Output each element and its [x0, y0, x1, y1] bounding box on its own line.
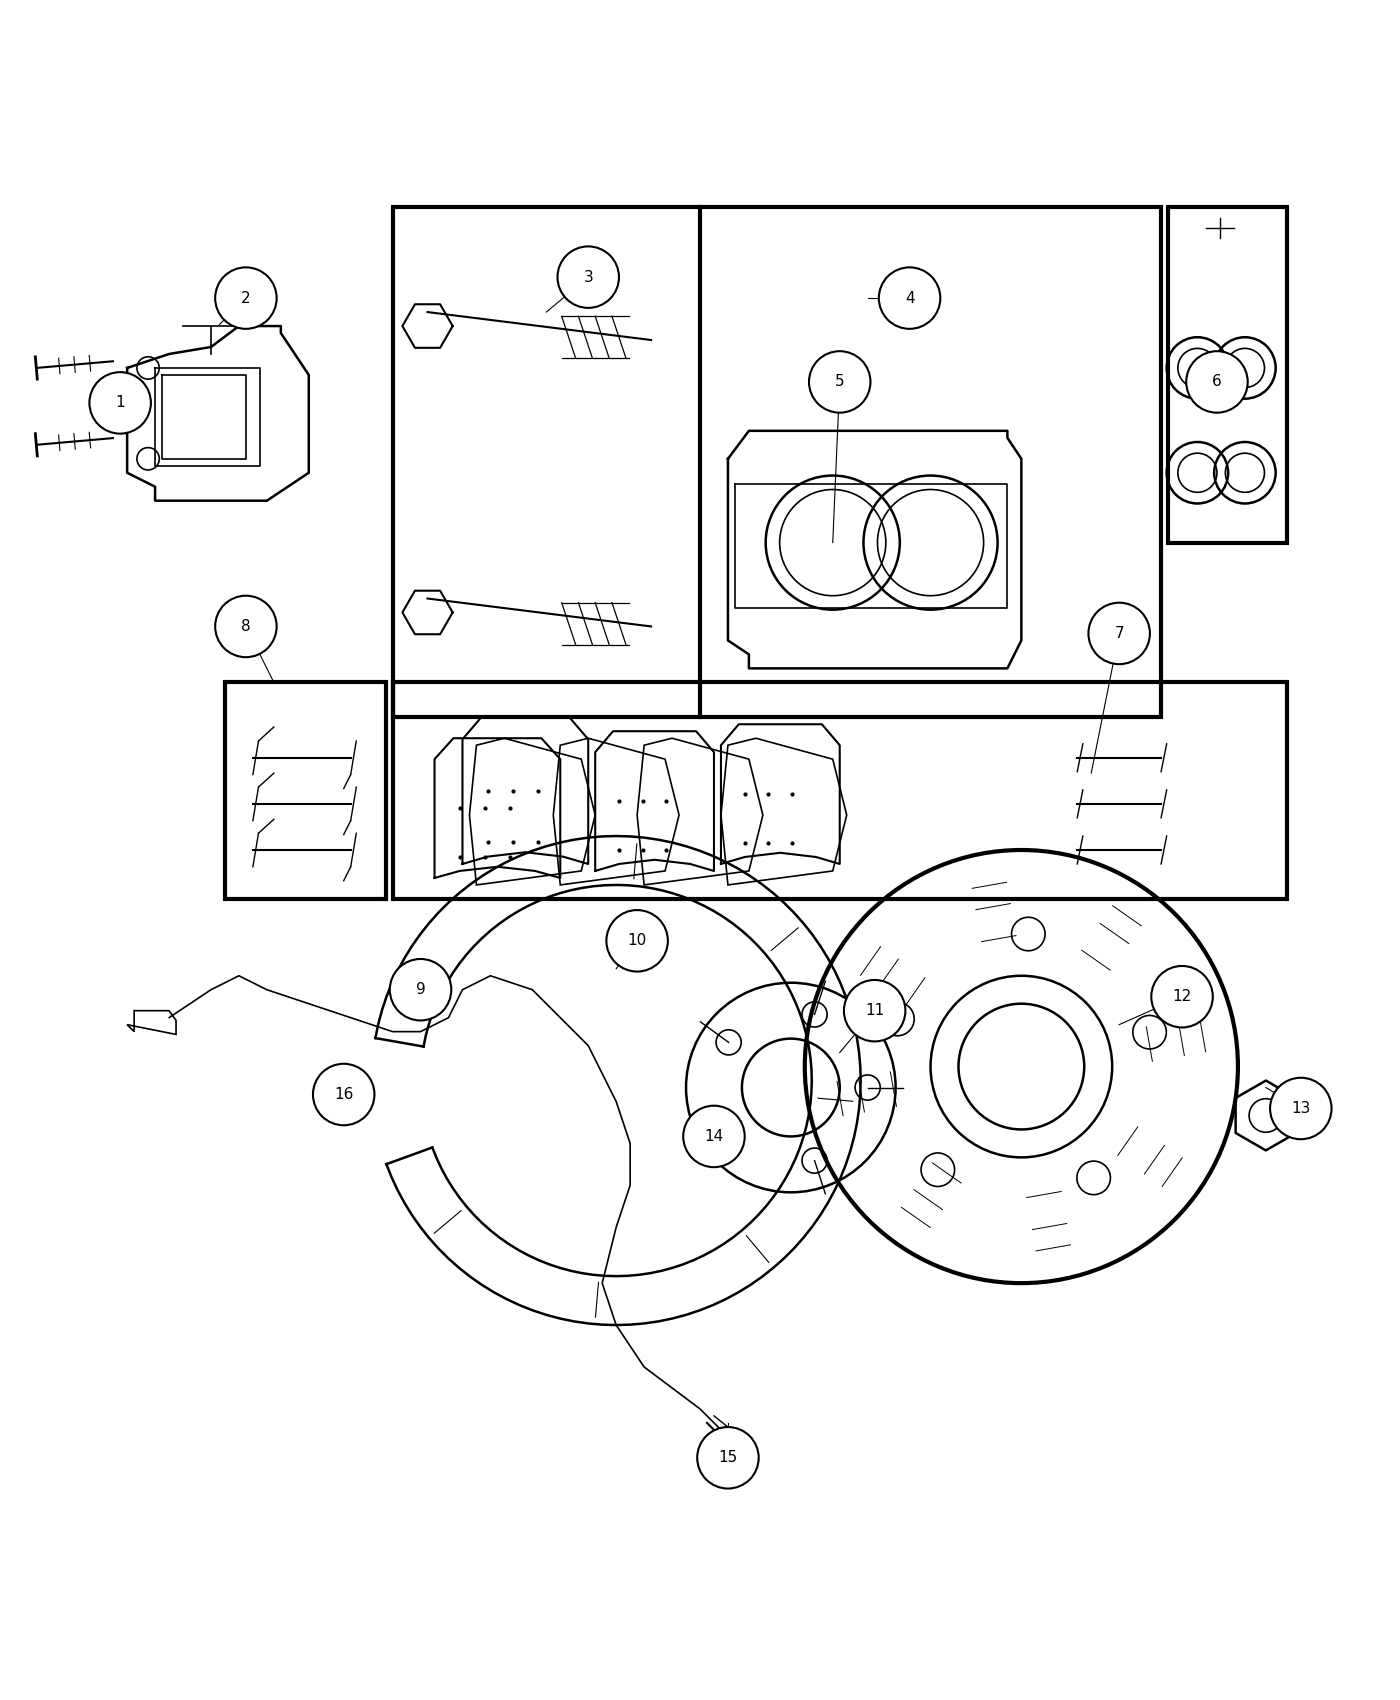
Circle shape [1186, 352, 1247, 413]
Circle shape [1088, 604, 1149, 665]
Text: 10: 10 [627, 933, 647, 949]
Text: 7: 7 [1114, 626, 1124, 641]
Circle shape [1077, 1161, 1110, 1195]
Text: 9: 9 [416, 983, 426, 998]
Text: 6: 6 [1212, 374, 1222, 389]
Text: 12: 12 [1172, 989, 1191, 1005]
Circle shape [606, 910, 668, 972]
Circle shape [881, 1003, 914, 1035]
Circle shape [389, 959, 451, 1020]
Circle shape [697, 1426, 759, 1489]
Circle shape [1270, 1078, 1331, 1139]
Circle shape [1151, 966, 1212, 1027]
Circle shape [557, 246, 619, 308]
Circle shape [216, 267, 277, 328]
Text: 15: 15 [718, 1450, 738, 1465]
Circle shape [921, 1153, 955, 1187]
Circle shape [90, 372, 151, 434]
Circle shape [216, 595, 277, 658]
Text: 1: 1 [115, 396, 125, 410]
Text: 3: 3 [584, 270, 594, 284]
Circle shape [844, 979, 906, 1042]
Circle shape [879, 267, 941, 328]
Text: 16: 16 [335, 1086, 353, 1102]
Text: 13: 13 [1291, 1102, 1310, 1115]
Text: 2: 2 [241, 291, 251, 306]
Circle shape [1133, 1015, 1166, 1049]
Text: 14: 14 [704, 1129, 724, 1144]
Circle shape [809, 352, 871, 413]
Circle shape [314, 1064, 374, 1125]
Text: 11: 11 [865, 1003, 885, 1018]
Polygon shape [127, 1012, 176, 1034]
Text: 4: 4 [904, 291, 914, 306]
Text: 8: 8 [241, 619, 251, 634]
Circle shape [683, 1105, 745, 1168]
Circle shape [1012, 918, 1044, 950]
Text: 5: 5 [834, 374, 844, 389]
